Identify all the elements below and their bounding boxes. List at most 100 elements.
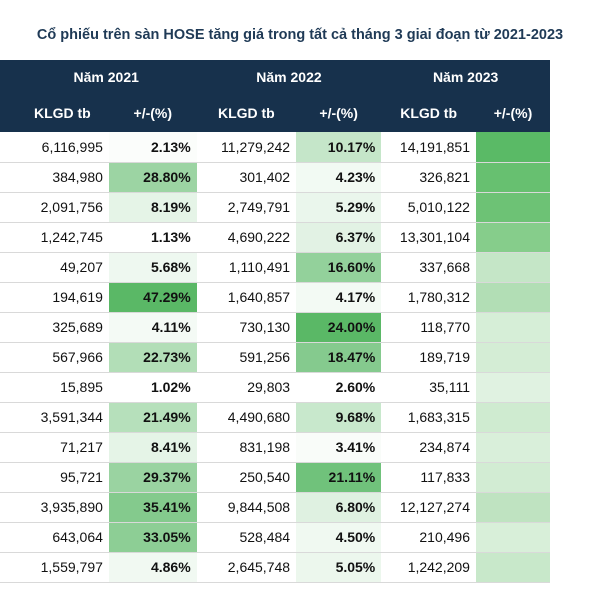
volume-2022-cell: 4,490,680	[196, 402, 297, 433]
volume-2021-cell: 643,064	[15, 522, 109, 553]
table-row: 95,721 29.37% 250,540 21.11% 117,833	[0, 462, 550, 493]
header-volume-2022: KLGD tb	[196, 94, 297, 132]
table-row: 643,064 33.05% 528,484 4.50% 210,496	[0, 522, 550, 553]
volume-2022-cell: 730,130	[196, 312, 297, 343]
table-viewport: CK Năm 2021 Năm 2022 Năm 2023 KLGD tb +/…	[0, 60, 600, 600]
ticker-cell	[0, 552, 16, 583]
header-year-2023: Năm 2023	[381, 60, 550, 94]
volume-2022-cell: 591,256	[196, 342, 297, 373]
volume-2022-cell: 2,749,791	[196, 192, 297, 223]
ticker-cell	[0, 222, 16, 253]
change-2021-cell: 2.13%	[108, 132, 197, 163]
volume-2022-cell: 2,645,748	[196, 552, 297, 583]
table-row: 567,966 22.73% 591,256 18.47% 189,719	[0, 342, 550, 373]
change-2021-cell: 35.41%	[108, 492, 197, 523]
table-row: 49,207 5.68% 1,110,491 16.60% 337,668	[0, 252, 550, 283]
volume-2022-cell: 301,402	[196, 162, 297, 193]
table-row: 71,217 8.41% 831,198 3.41% 234,874	[0, 432, 550, 463]
table-row: 15,895 1.02% 29,803 2.60% 35,111	[0, 372, 550, 403]
ticker-cell	[0, 312, 16, 343]
volume-2023-cell: 117,833	[381, 462, 476, 493]
change-2021-cell: 8.41%	[108, 432, 197, 463]
change-2023-cell	[475, 552, 550, 583]
change-2022-cell: 4.50%	[296, 522, 382, 553]
table-row: 3,935,890 35.41% 9,844,508 6.80% 12,127,274	[0, 492, 550, 523]
change-2023-cell	[475, 192, 550, 223]
change-2022-cell: 2.60%	[296, 372, 382, 403]
change-2021-cell: 5.68%	[108, 252, 197, 283]
change-2022-cell: 9.68%	[296, 402, 382, 433]
volume-2023-cell: 234,874	[381, 432, 476, 463]
volume-2021-cell: 325,689	[15, 312, 109, 343]
change-2021-cell: 28.80%	[108, 162, 197, 193]
volume-2021-cell: 95,721	[15, 462, 109, 493]
change-2022-cell: 24.00%	[296, 312, 382, 343]
ticker-cell	[0, 402, 16, 433]
table-row: 384,980 28.80% 301,402 4.23% 326,821	[0, 162, 550, 193]
change-2022-cell: 6.80%	[296, 492, 382, 523]
table-row: 6,116,995 2.13% 11,279,242 10.17% 14,191,851	[0, 132, 550, 163]
page-title: Cổ phiếu trên sàn HOSE tăng giá trong tấ…	[0, 0, 600, 60]
volume-2022-cell: 528,484	[196, 522, 297, 553]
change-2022-cell: 16.60%	[296, 252, 382, 283]
stock-table: CK Năm 2021 Năm 2022 Năm 2023 KLGD tb +/…	[0, 60, 550, 583]
ticker-cell	[0, 432, 16, 463]
volume-2021-cell: 194,619	[15, 282, 109, 313]
ticker-cell	[0, 282, 16, 313]
volume-2023-cell: 35,111	[381, 372, 476, 403]
volume-2023-cell: 118,770	[381, 312, 476, 343]
volume-2022-cell: 4,690,222	[196, 222, 297, 253]
change-2023-cell	[475, 342, 550, 373]
ticker-cell	[0, 462, 16, 493]
change-2021-cell: 33.05%	[108, 522, 197, 553]
volume-2023-cell: 189,719	[381, 342, 476, 373]
header-ticker: CK	[0, 60, 16, 132]
ticker-cell	[0, 192, 16, 223]
table-row: 194,619 47.29% 1,640,857 4.17% 1,780,312	[0, 282, 550, 313]
header-volume-2021: KLGD tb	[15, 94, 109, 132]
ticker-cell	[0, 522, 16, 553]
ticker-cell	[0, 132, 16, 163]
header-change-2023: +/-(%)	[475, 94, 550, 132]
volume-2022-cell: 250,540	[196, 462, 297, 493]
volume-2022-cell: 1,110,491	[196, 252, 297, 283]
change-2022-cell: 21.11%	[296, 462, 382, 493]
header-volume-2023: KLGD tb	[381, 94, 476, 132]
volume-2023-cell: 14,191,851	[381, 132, 476, 163]
volume-2021-cell: 49,207	[15, 252, 109, 283]
volume-2021-cell: 15,895	[15, 372, 109, 403]
change-2022-cell: 5.05%	[296, 552, 382, 583]
table-row: 325,689 4.11% 730,130 24.00% 118,770	[0, 312, 550, 343]
volume-2022-cell: 11,279,242	[196, 132, 297, 163]
table-row: 1,242,745 1.13% 4,690,222 6.37% 13,301,104	[0, 222, 550, 253]
volume-2022-cell: 831,198	[196, 432, 297, 463]
volume-2023-cell: 5,010,122	[381, 192, 476, 223]
change-2022-cell: 3.41%	[296, 432, 382, 463]
volume-2023-cell: 210,496	[381, 522, 476, 553]
change-2021-cell: 1.02%	[108, 372, 197, 403]
change-2023-cell	[475, 222, 550, 253]
volume-2023-cell: 326,821	[381, 162, 476, 193]
change-2021-cell: 1.13%	[108, 222, 197, 253]
table-row: 2,091,756 8.19% 2,749,791 5.29% 5,010,122	[0, 192, 550, 223]
ticker-cell	[0, 252, 16, 283]
change-2022-cell: 4.17%	[296, 282, 382, 313]
table-row: 3,591,344 21.49% 4,490,680 9.68% 1,683,315	[0, 402, 550, 433]
header-change-2022: +/-(%)	[296, 94, 382, 132]
change-2023-cell	[475, 372, 550, 403]
change-2021-cell: 22.73%	[108, 342, 197, 373]
volume-2021-cell: 2,091,756	[15, 192, 109, 223]
change-2021-cell: 47.29%	[108, 282, 197, 313]
change-2023-cell	[475, 492, 550, 523]
volume-2022-cell: 29,803	[196, 372, 297, 403]
volume-2022-cell: 1,640,857	[196, 282, 297, 313]
volume-2022-cell: 9,844,508	[196, 492, 297, 523]
change-2021-cell: 4.86%	[108, 552, 197, 583]
change-2022-cell: 4.23%	[296, 162, 382, 193]
header-change-2021: +/-(%)	[108, 94, 197, 132]
change-2023-cell	[475, 522, 550, 553]
volume-2021-cell: 6,116,995	[15, 132, 109, 163]
volume-2021-cell: 567,966	[15, 342, 109, 373]
volume-2021-cell: 384,980	[15, 162, 109, 193]
change-2021-cell: 8.19%	[108, 192, 197, 223]
